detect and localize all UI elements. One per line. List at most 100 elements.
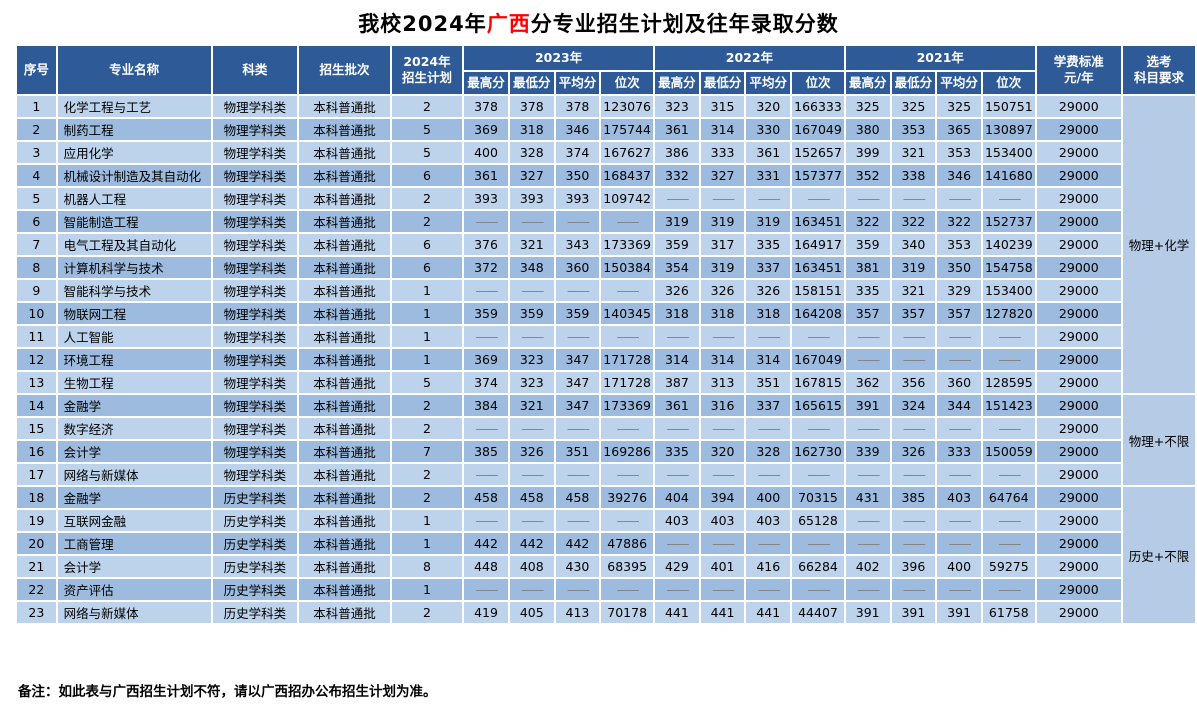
score-2023-avg: 351 [553, 439, 602, 464]
score-2022-max: —— [653, 324, 701, 349]
footer-note: 备注：如此表与广西招生计划不符，请以广西招办公布招生计划为准。 [18, 684, 437, 700]
rank-2022: 167049 [790, 347, 846, 372]
score-2021-min: 340 [889, 232, 938, 257]
score-2022-min: 313 [698, 370, 747, 395]
score-2022-max: 319 [653, 209, 701, 234]
major-name: 电气工程及其自动化 [55, 232, 213, 257]
plan-2024: 7 [389, 439, 465, 464]
score-2021-max: 357 [843, 301, 892, 326]
rank-2023: 171728 [599, 347, 656, 372]
score-2022-min: 317 [698, 232, 747, 257]
score-2021-min: 356 [889, 370, 938, 395]
tuition: 29000 [1034, 508, 1123, 533]
major-name: 智能制造工程 [55, 209, 213, 234]
score-2021-min: —— [889, 347, 938, 372]
score-2021-avg: —— [935, 416, 983, 441]
table-row: 19 互联网金融 历史学科类 本科普通批 1 —— —— —— —— 403 403 403 65128… [15, 508, 1196, 533]
rank-2021: 150751 [980, 94, 1037, 119]
score-2022-max: 429 [653, 554, 701, 579]
score-2021-avg: —— [935, 186, 983, 211]
row-no: 22 [15, 577, 58, 602]
score-2021-min: 321 [889, 278, 938, 303]
rank-2023: —— [599, 462, 656, 487]
score-2022-min: —— [698, 462, 747, 487]
score-2023-avg: 343 [553, 232, 602, 257]
admission-batch: 本科普通批 [297, 531, 392, 556]
score-2021-max: —— [843, 324, 892, 349]
major-name: 智能科学与技术 [55, 278, 213, 303]
header-tuition: 学费标准 元/年 [1034, 44, 1123, 96]
score-2021-avg: —— [935, 508, 983, 533]
score-2023-min: 321 [507, 393, 556, 418]
major-name: 制药工程 [55, 117, 213, 142]
plan-2024: 1 [389, 531, 465, 556]
table-row: 16 会计学 物理学科类 本科普通批 7 385 326 351 169286 335 320 328… [15, 439, 1196, 464]
score-2022-avg: 335 [744, 232, 793, 257]
row-no: 5 [15, 186, 58, 211]
plan-2024: 2 [389, 393, 465, 418]
subject-category: 历史学科类 [210, 600, 300, 625]
score-2023-max: 374 [462, 370, 510, 395]
score-2022-max: 359 [653, 232, 701, 257]
score-2021-max: 391 [843, 600, 892, 625]
score-2021-avg: 360 [935, 370, 983, 395]
subject-category: 物理学科类 [210, 462, 300, 487]
table-header: 序号 专业名称 科类 招生批次 2024年 招生计划 2023年 2022年 2… [15, 44, 1197, 96]
score-2022-avg: —— [744, 324, 793, 349]
table-body: 1 化学工程与工艺 物理学科类 本科普通批 2 378 378 378 123076 323 315… [15, 94, 1197, 625]
plan-2024: 1 [389, 577, 465, 602]
rank-2022: 167815 [790, 370, 846, 395]
plan-2024: 2 [389, 485, 465, 510]
score-2022-max: —— [653, 186, 701, 211]
plan-2024: 6 [389, 163, 465, 188]
score-2021-max: 352 [843, 163, 892, 188]
admission-batch: 本科普通批 [297, 301, 392, 326]
table-row: 13 生物工程 物理学科类 本科普通批 5 374 323 347 171728 387 313 35… [15, 370, 1196, 395]
admissions-table: 序号 专业名称 科类 招生批次 2024年 招生计划 2023年 2022年 2… [15, 44, 1197, 625]
subject-category: 物理学科类 [210, 370, 300, 395]
score-2023-min: 323 [507, 370, 556, 395]
plan-2024: 1 [389, 324, 465, 349]
admission-batch: 本科普通批 [297, 600, 392, 625]
subject-category: 物理学科类 [210, 324, 300, 349]
header-2023-avg: 平均分 [553, 70, 602, 96]
score-2022-avg: 330 [744, 117, 793, 142]
rank-2021: 154758 [980, 255, 1037, 280]
score-2023-max: 372 [462, 255, 510, 280]
tuition: 29000 [1034, 416, 1123, 441]
table-row: 7 电气工程及其自动化 物理学科类 本科普通批 6 376 321 343 173369 359 3… [15, 232, 1196, 257]
score-2021-avg: —— [935, 577, 983, 602]
score-2023-max: 369 [462, 347, 510, 372]
rank-2021: —— [980, 186, 1037, 211]
tuition: 29000 [1034, 531, 1123, 556]
header-2022-rank: 位次 [790, 70, 846, 96]
rank-2022: 167049 [790, 117, 846, 142]
header-major: 专业名称 [55, 44, 213, 96]
admission-batch: 本科普通批 [297, 255, 392, 280]
score-2023-min: 442 [507, 531, 556, 556]
rank-2021: 153400 [980, 140, 1037, 165]
subject-category: 物理学科类 [210, 209, 300, 234]
score-2022-max: 441 [653, 600, 701, 625]
score-2023-max: 393 [462, 186, 510, 211]
score-2023-min: —— [507, 278, 556, 303]
rank-2022: 163451 [790, 209, 846, 234]
score-2021-max: —— [843, 508, 892, 533]
score-2021-min: 319 [889, 255, 938, 280]
score-2022-min: —— [698, 416, 747, 441]
rank-2021: 64764 [980, 485, 1037, 510]
score-2021-avg: 329 [935, 278, 983, 303]
score-2023-max: 369 [462, 117, 510, 142]
tuition: 29000 [1034, 140, 1123, 165]
admission-batch: 本科普通批 [297, 485, 392, 510]
score-2023-min: 405 [507, 600, 556, 625]
rank-2023: 175744 [599, 117, 656, 142]
table-row: 23 网络与新媒体 历史学科类 本科普通批 2 419 405 413 70178 441 441 4… [15, 600, 1196, 625]
score-2021-min: 338 [889, 163, 938, 188]
header-2023-rank: 位次 [599, 70, 656, 96]
score-2021-min: 326 [889, 439, 938, 464]
rank-2021: —— [980, 347, 1037, 372]
score-2021-max: 362 [843, 370, 892, 395]
score-2022-avg: 326 [744, 278, 793, 303]
score-2021-max: —— [843, 462, 892, 487]
